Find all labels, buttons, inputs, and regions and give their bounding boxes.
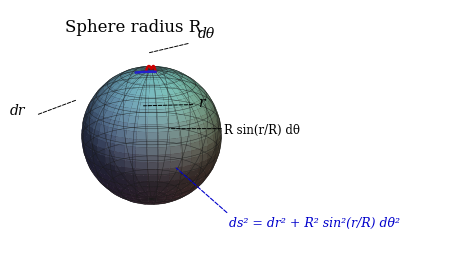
Text: ds² = dr² + R² sin²(r/R) dθ²: ds² = dr² + R² sin²(r/R) dθ² <box>228 217 399 229</box>
Text: Sphere radius R: Sphere radius R <box>65 19 201 36</box>
Text: dr: dr <box>10 104 25 118</box>
Text: dθ: dθ <box>198 27 215 40</box>
Text: r: r <box>198 96 204 110</box>
Text: R sin(r/R) dθ: R sin(r/R) dθ <box>224 124 299 137</box>
